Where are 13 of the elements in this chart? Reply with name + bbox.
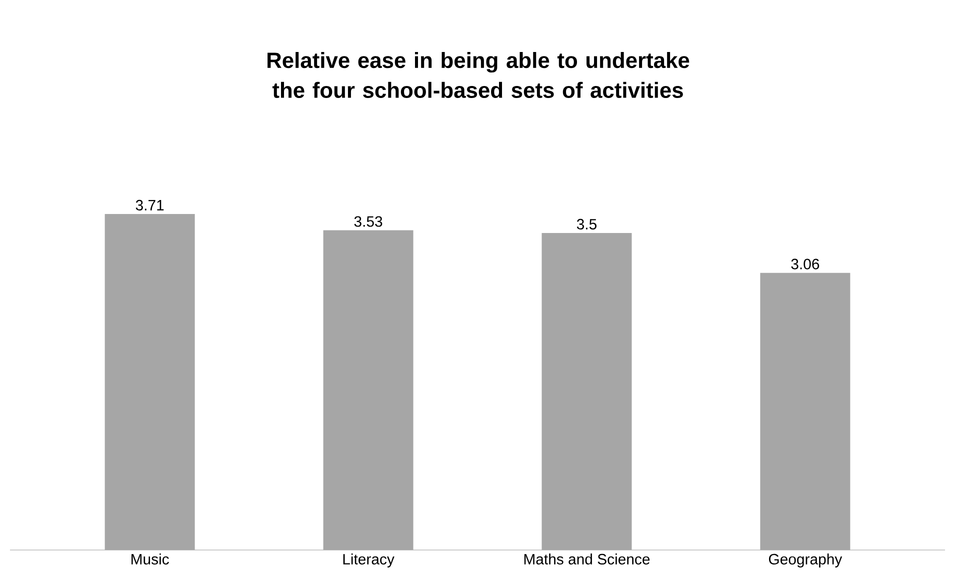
x-tick-label: Literacy bbox=[343, 554, 394, 568]
bar bbox=[323, 230, 414, 550]
chart-title: Relative ease in being able to undertake the four school-based sets of activities bbox=[268, 52, 690, 98]
x-tick-label: Geography bbox=[768, 554, 842, 568]
x-tick-label: Music bbox=[132, 554, 169, 564]
data-label: 3.06 bbox=[791, 258, 820, 270]
data-label: 3.53 bbox=[354, 216, 382, 227]
bar bbox=[542, 233, 632, 550]
bar bbox=[104, 214, 195, 550]
data-label: 3.5 bbox=[576, 218, 596, 230]
bar bbox=[760, 272, 850, 550]
x-tick-label: Maths and Science bbox=[524, 554, 650, 564]
data-label: 3.71 bbox=[136, 200, 164, 210]
